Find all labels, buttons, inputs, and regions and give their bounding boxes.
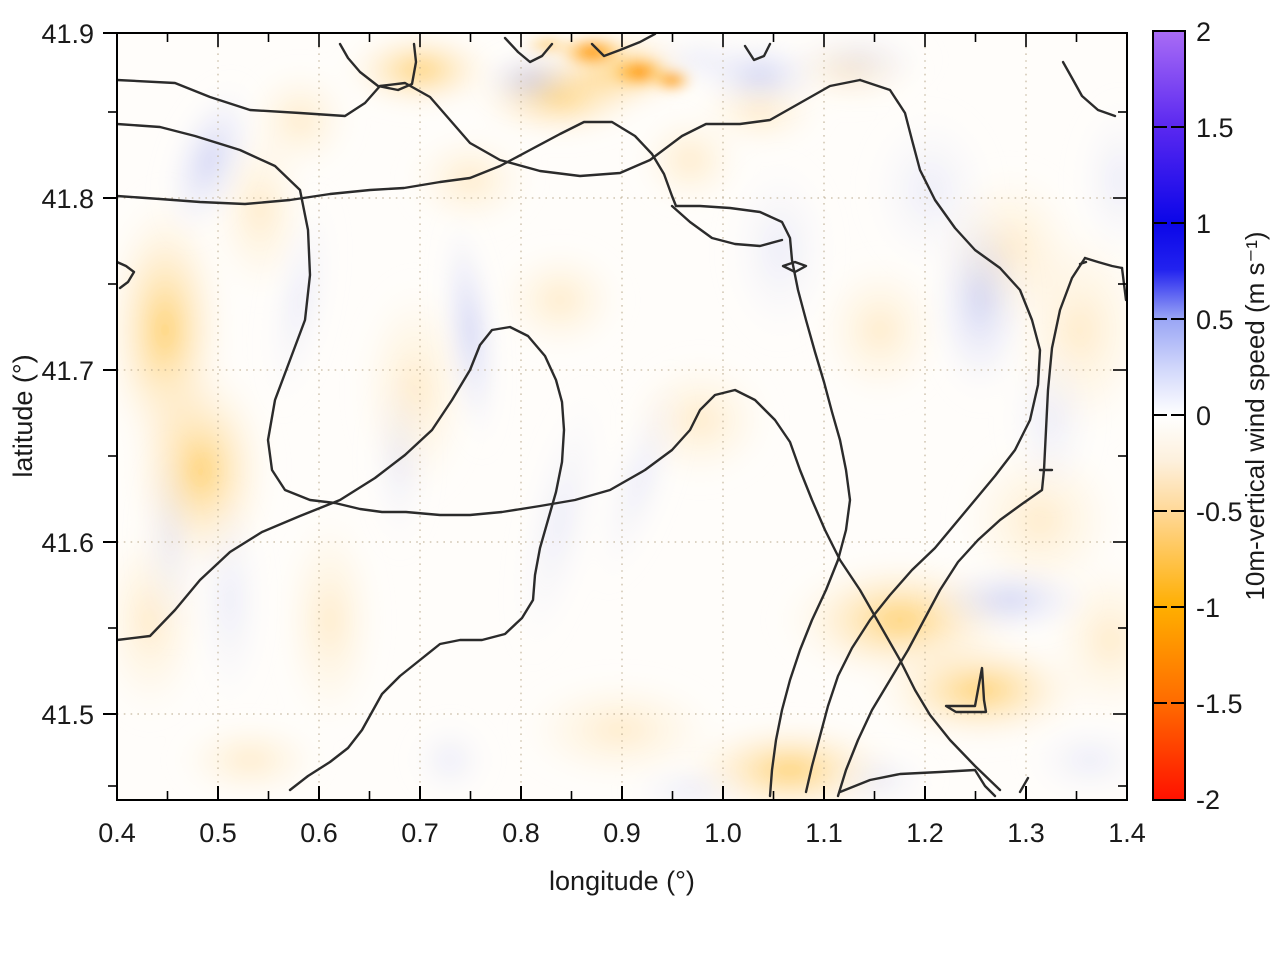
colorbar-title: 10m-vertical wind speed (m s⁻¹)	[1240, 231, 1270, 600]
x-tick-label: 1.4	[1108, 818, 1146, 848]
colorbar-tick-label: -2	[1196, 785, 1220, 815]
y-axis-minor-ticks	[108, 111, 117, 787]
y-tick-label: 41.5	[41, 700, 94, 730]
colorbar-tick-label: 0.5	[1196, 305, 1234, 335]
x-tick-label: 0.9	[603, 818, 641, 848]
y-axis-major-ticks	[103, 32, 117, 715]
x-tick-label: 1.3	[1007, 818, 1045, 848]
x-axis-minor-ticks	[166, 791, 1078, 800]
x-tick-label: 0.8	[502, 818, 540, 848]
x-tick-label: 1.2	[906, 818, 944, 848]
x-axis-title: longitude (°)	[549, 866, 695, 896]
colorbar-tick-label: 2	[1196, 17, 1211, 47]
colorbar-tick-label: 1	[1196, 209, 1211, 239]
x-axis-tick-labels: 0.4 0.5 0.6 0.7 0.8 0.9 1.0 1.1 1.2 1.3 …	[98, 818, 1146, 848]
y-tick-label: 41.9	[41, 19, 94, 49]
x-axis-top-ticks	[166, 33, 1078, 47]
contour-lines	[117, 33, 1127, 798]
y-axis-right-ticks	[1113, 111, 1127, 787]
colorbar: 2 1.5 1 0.5 0 -0.5 -1 -1.5 -2 10m-vertic…	[1152, 17, 1270, 815]
x-axis-major-ticks	[116, 786, 1128, 800]
colorbar-tick-labels: 2 1.5 1 0.5 0 -0.5 -1 -1.5 -2	[1196, 17, 1243, 815]
colorbar-tick-label: -1	[1196, 593, 1220, 623]
x-tick-label: 0.5	[199, 818, 237, 848]
y-tick-label: 41.8	[41, 184, 94, 214]
colorbar-tick-label: 0	[1196, 401, 1211, 431]
field-positive-blobs	[135, 33, 1127, 800]
y-axis-tick-labels: 41.5 41.6 41.7 41.8 41.9	[41, 19, 94, 730]
x-tick-label: 0.7	[401, 818, 439, 848]
heatmap-field	[117, 33, 1127, 800]
x-tick-label: 1.0	[704, 818, 742, 848]
x-tick-label: 0.4	[98, 818, 136, 848]
y-tick-label: 41.6	[41, 528, 94, 558]
colorbar-ticks	[1153, 126, 1185, 704]
y-tick-label: 41.7	[41, 356, 94, 386]
x-tick-label: 0.6	[300, 818, 338, 848]
x-tick-label: 1.1	[805, 818, 843, 848]
y-axis-title: latitude (°)	[8, 354, 38, 477]
colorbar-tick-label: 1.5	[1196, 113, 1234, 143]
colorbar-tick-label: -0.5	[1196, 497, 1243, 527]
colorbar-tick-label: -1.5	[1196, 689, 1243, 719]
plot-area: 0.4 0.5 0.6 0.7 0.8 0.9 1.0 1.1 1.2 1.3 …	[8, 19, 1146, 896]
